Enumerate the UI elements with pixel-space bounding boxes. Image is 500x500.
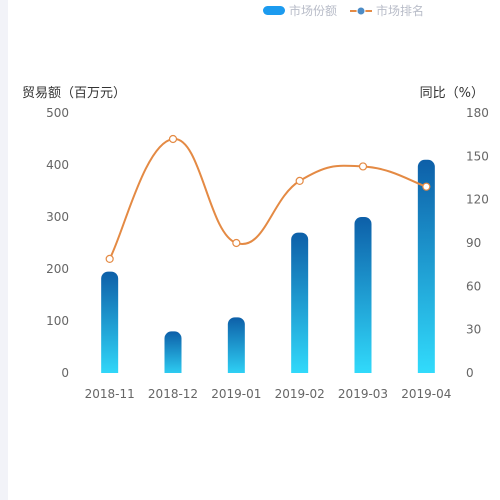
y-right-tick: 60 (466, 279, 481, 293)
y-left-tick-labels: 0 100 200 300 400 500 (46, 106, 69, 380)
line-point[interactable] (295, 176, 304, 185)
line-series-points (105, 134, 431, 263)
y-right-tick: 120 (466, 193, 489, 207)
y-left-tick: 200 (46, 262, 69, 276)
bar-series (78, 159, 458, 382)
bar[interactable] (227, 317, 245, 381)
line-point[interactable] (168, 134, 178, 144)
legend-item-bar[interactable]: 市场份额 (263, 3, 337, 18)
y-right-tick-labels: 0 30 60 90 120 150 180 (466, 106, 489, 380)
y-right-tick: 180 (466, 106, 489, 120)
y-left-tick: 0 (61, 366, 69, 380)
y-left-tick: 500 (46, 106, 69, 120)
x-tick: 2018-11 (85, 387, 135, 401)
bar[interactable] (291, 232, 309, 381)
y-right-axis-title: 同比（%） (420, 86, 484, 101)
y-right-tick: 90 (466, 236, 481, 250)
x-tick-labels: 2018-11 2018-12 2019-01 2019-02 2019-03 2019-… (85, 387, 452, 401)
line-point[interactable] (105, 254, 114, 263)
x-tick: 2019-04 (401, 387, 451, 401)
x-tick: 2019-01 (211, 387, 261, 401)
left-edge-strip (0, 0, 8, 500)
y-left-axis-title: 贸易额（百万元） (22, 86, 126, 101)
line-point[interactable] (358, 162, 368, 171)
line-point[interactable] (232, 238, 241, 248)
x-tick: 2019-03 (338, 387, 388, 401)
y-left-tick: 300 (46, 210, 69, 224)
bar[interactable] (417, 159, 435, 381)
y-left-tick: 400 (46, 158, 69, 172)
line-point[interactable] (422, 182, 431, 191)
y-right-tick: 30 (466, 323, 481, 337)
legend-bar-label: 市场份额 (289, 3, 337, 18)
legend-item-line[interactable]: 市场排名 (350, 3, 424, 18)
legend: 市场份额 市场排名 (263, 3, 424, 18)
x-tick: 2019-02 (275, 387, 325, 401)
bar[interactable] (101, 271, 119, 381)
line-series-path (108, 137, 427, 260)
x-tick: 2018-12 (148, 387, 198, 401)
legend-line-dot (356, 6, 366, 16)
bar-baseline-mask (78, 373, 458, 382)
y-left-tick: 100 (46, 314, 69, 328)
y-right-tick: 0 (466, 366, 474, 380)
legend-bar-swatch (263, 6, 285, 15)
legend-line-label: 市场排名 (376, 3, 424, 18)
bar[interactable] (354, 217, 372, 381)
bar[interactable] (164, 331, 182, 381)
y-right-tick: 150 (466, 149, 489, 163)
